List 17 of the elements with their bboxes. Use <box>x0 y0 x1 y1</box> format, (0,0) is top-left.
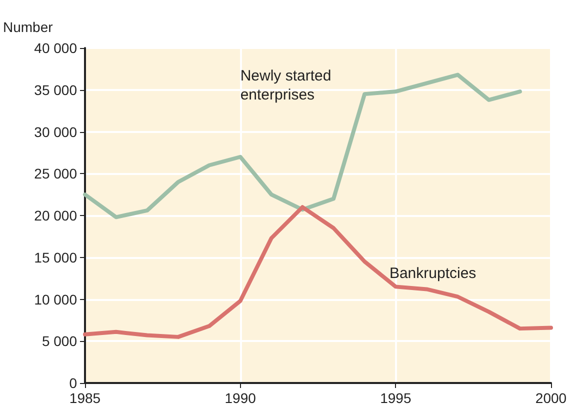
y-tick-label: 0 <box>69 375 78 391</box>
x-tick-label: 2000 <box>535 390 567 406</box>
y-tick-label: 5 000 <box>42 333 78 350</box>
y-tick-label: 35 000 <box>34 82 78 98</box>
y-tick-label: 25 000 <box>34 166 78 182</box>
x-tick-label: 1995 <box>380 390 412 406</box>
y-axis-title: Number <box>3 19 54 35</box>
y-tick-label: 10 000 <box>34 291 78 308</box>
series-label: Newly started enterprises <box>240 67 332 104</box>
x-tick-label: 1985 <box>69 390 101 406</box>
y-tick-label: 20 000 <box>34 208 78 224</box>
y-tick-label: 30 000 <box>34 124 78 140</box>
line-series <box>83 205 553 339</box>
y-tick-label: 15 000 <box>34 249 78 266</box>
x-tick-label: 1990 <box>224 390 256 406</box>
y-tick-label: 40 000 <box>34 40 78 56</box>
series-label: Bankruptcies <box>389 265 476 282</box>
